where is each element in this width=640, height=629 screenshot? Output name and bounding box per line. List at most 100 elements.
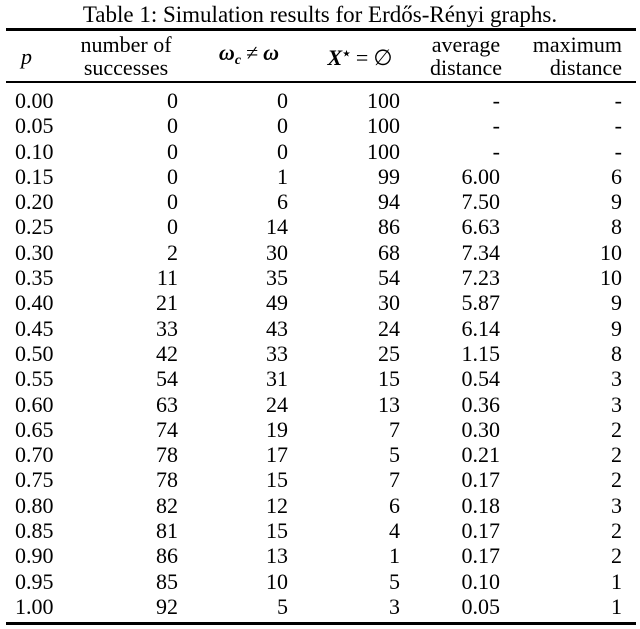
table-cell: 30 [378,290,400,316]
header-row: p number of successes ωc ≠ ω X⋆ = ∅ average … [6,29,636,83]
table-cell: 63 [156,391,178,417]
table-cell: 0 [167,189,178,215]
table-cell: 42 [156,340,178,366]
table-cell: 0.40 [15,290,54,316]
table-cell: 7 [389,467,400,493]
table-caption: Table 1: Simulation results for Erdős-Ré… [82,2,558,27]
table-cell: 1 [611,568,622,594]
table-cell: 49 [266,290,288,316]
table-cell: 6.63 [461,214,501,240]
table-cell: 94 [378,189,400,215]
table-cell: 0 [167,138,178,164]
table-cell: 12 [266,492,288,518]
table-cell: 1 [277,163,288,189]
table-cell: 54 [378,265,400,291]
table-cell: 85 [156,568,178,594]
table-cell: 0.17 [461,543,501,569]
table-header: p number of successes ωc ≠ ω X⋆ = ∅ average … [6,29,636,83]
table-cell: 3 [611,492,622,518]
table-cell: 6 [277,189,288,215]
table-cell: 33 [266,340,288,366]
x-symbol: X [327,45,343,70]
table-cell: 30 [266,239,288,265]
header-line: distance [549,55,622,80]
table-row: 0.65 74 19 7 0.30 2 [6,417,636,442]
table-cell: 2 [611,442,622,468]
table-cell: 0.50 [15,340,54,366]
table-cell: 5 [277,593,288,619]
table-cell: 68 [378,239,400,265]
table-cell: 9 [611,189,622,215]
table-cell: 3 [611,391,622,417]
omega-symbol: ω [218,39,235,65]
table-row: 0.55 54 31 15 0.54 3 [6,366,636,391]
table-cell: 1 [389,543,400,569]
table-cell: 10 [600,239,622,265]
table-cell: 0.75 [15,467,54,493]
table-cell: 5.87 [461,290,501,316]
table-cell: 0.85 [15,518,54,544]
table-cell: 10 [600,265,622,291]
table-cell: 0.54 [461,366,501,392]
table-cell: 2 [611,467,622,493]
table-row: 0.60 63 24 13 0.36 3 [6,392,636,417]
table-row: 0.30 2 30 68 7.34 10 [6,240,636,265]
table-cell: 7.23 [461,265,501,291]
header-line: distance [429,55,503,80]
table-row: 0.90 86 13 1 0.17 2 [6,543,636,568]
table-cell: 0.05 [461,593,501,619]
table-cell: 0.00 [15,88,54,113]
table-cell: 43 [266,315,288,341]
emptyset-symbol: ∅ [373,45,393,70]
table-cell: - [614,138,622,164]
table-cell: 54 [156,366,178,392]
table-cell: 35 [266,265,288,291]
table-cell: 0.18 [461,492,501,518]
table-cell: 81 [156,518,178,544]
table-cell: 0.30 [461,416,501,442]
table-cell: 5 [389,442,400,468]
table-row: 0.75 78 15 7 0.17 2 [6,467,636,492]
header-average-distance: average distance [410,29,510,83]
table-cell: 0.90 [15,543,54,569]
header-line: number of [80,32,172,57]
table-row: 0.50 42 33 25 1.15 8 [6,341,636,366]
table-row: 0.85 81 15 4 0.17 2 [6,518,636,543]
table-cell: 1 [611,593,622,619]
table-row: 1.00 92 5 3 0.05 1 [6,594,636,624]
table-cell: 6.00 [461,163,501,189]
table-cell: 6.14 [461,315,501,341]
header-p: p [6,29,52,83]
table-cell: 33 [156,315,178,341]
table-row: 0.00 0 0 100 - - [6,82,636,113]
table-cell: 14 [266,214,288,240]
table-cell: 0 [277,113,288,139]
table-cell: 0 [277,88,288,113]
star-superscript: ⋆ [342,47,351,62]
table-cell: 100 [367,113,400,139]
table-row: 0.35 11 35 54 7.23 10 [6,265,636,290]
omega-symbol: ω [263,39,280,65]
table-cell: 3 [389,593,400,619]
table-cell: 0.55 [15,366,54,392]
table-cell: 0.60 [15,391,54,417]
table-cell: 0.95 [15,568,54,594]
header-line: maximum [532,32,622,57]
table-cell: 15 [266,518,288,544]
table-cell: 2 [611,543,622,569]
table-cell: 0.25 [15,214,54,240]
table-cell: 0.30 [15,239,54,265]
table-cell: 82 [156,492,178,518]
table-cell: 2 [611,416,622,442]
table-cell: 17 [266,442,288,468]
table-cell: 86 [156,543,178,569]
table-cell: - [492,88,500,113]
table-cell: 0.70 [15,442,54,468]
table-row: 0.20 0 6 94 7.50 9 [6,189,636,214]
table-row: 0.25 0 14 86 6.63 8 [6,214,636,239]
table-cell: 0.17 [461,518,501,544]
table-cell: 100 [367,88,400,113]
table-cell: 8 [611,214,622,240]
header-maximum-distance: maximum distance [510,29,636,83]
